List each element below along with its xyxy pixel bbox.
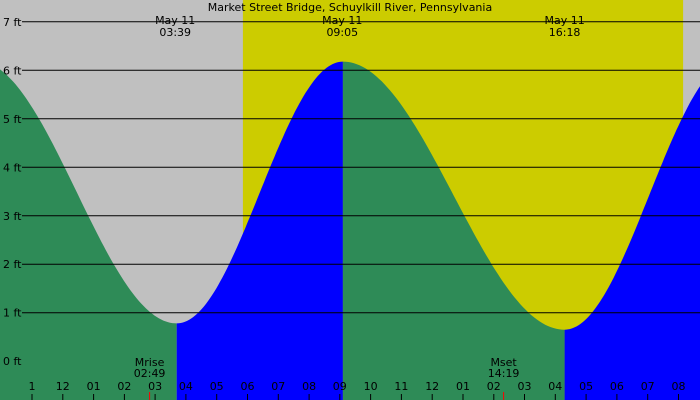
x-tick-label: 08 xyxy=(302,380,316,393)
moon-event-time: 02:49 xyxy=(134,367,166,380)
chart-title: Market Street Bridge, Schuylkill River, … xyxy=(208,1,492,14)
x-tick-label: 06 xyxy=(241,380,255,393)
x-tick-label: 02 xyxy=(117,380,131,393)
x-tick-label: 09 xyxy=(333,380,347,393)
y-tick-label: 4 ft xyxy=(3,161,22,174)
x-tick-label: 05 xyxy=(210,380,224,393)
rising-tide-area xyxy=(176,61,343,400)
x-tick-label: 04 xyxy=(179,380,193,393)
x-tick-label: 12 xyxy=(56,380,70,393)
x-tick-label: 07 xyxy=(271,380,285,393)
x-tick-label: 01 xyxy=(456,380,470,393)
moon-event-time: 14:19 xyxy=(488,367,520,380)
x-tick-label: 03 xyxy=(148,380,162,393)
x-tick-label: 11 xyxy=(394,380,408,393)
moon-event-label: Mrise xyxy=(135,356,165,369)
tide-areas xyxy=(0,61,700,400)
event-time-label: 03:39 xyxy=(159,26,191,39)
moon-event-label: Mset xyxy=(490,356,517,369)
x-tick-label: 07 xyxy=(641,380,655,393)
x-tick-label: 04 xyxy=(548,380,562,393)
y-axis-labels: 0 ft 1 ft 2 ft 3 ft 4 ft 5 ft 6 ft 7 ft xyxy=(3,16,22,368)
x-tick-label: 02 xyxy=(487,380,501,393)
x-tick-label: 01 xyxy=(87,380,101,393)
x-tick-label: 03 xyxy=(518,380,532,393)
event-date-label: May 11 xyxy=(155,14,195,27)
rising-tide-area xyxy=(564,86,700,400)
x-tick-label: 08 xyxy=(672,380,686,393)
y-tick-label: 0 ft xyxy=(3,355,22,368)
event-time-label: 16:18 xyxy=(549,26,581,39)
y-tick-label: 1 ft xyxy=(3,307,22,320)
x-tick-label: 10 xyxy=(364,380,378,393)
x-tick-label: 1 xyxy=(29,380,36,393)
x-axis: 1 12 01 02 03 04 05 06 07 08 09 10 11 12 01 02 03 04 05 06 0… xyxy=(29,380,686,400)
falling-tide-area xyxy=(342,61,565,400)
y-tick-label: 3 ft xyxy=(3,210,22,223)
x-tick-label: 12 xyxy=(425,380,439,393)
event-date-label: May 11 xyxy=(322,14,362,27)
event-date-label: May 11 xyxy=(544,14,584,27)
falling-tide-area xyxy=(0,69,177,400)
y-tick-label: 6 ft xyxy=(3,64,22,77)
x-tick-label: 06 xyxy=(610,380,624,393)
gridlines xyxy=(22,21,700,314)
y-tick-label: 7 ft xyxy=(3,16,22,29)
y-tick-label: 2 ft xyxy=(3,258,22,271)
x-tick-label: 05 xyxy=(579,380,593,393)
event-time-label: 09:05 xyxy=(326,26,358,39)
y-tick-label: 5 ft xyxy=(3,113,22,126)
